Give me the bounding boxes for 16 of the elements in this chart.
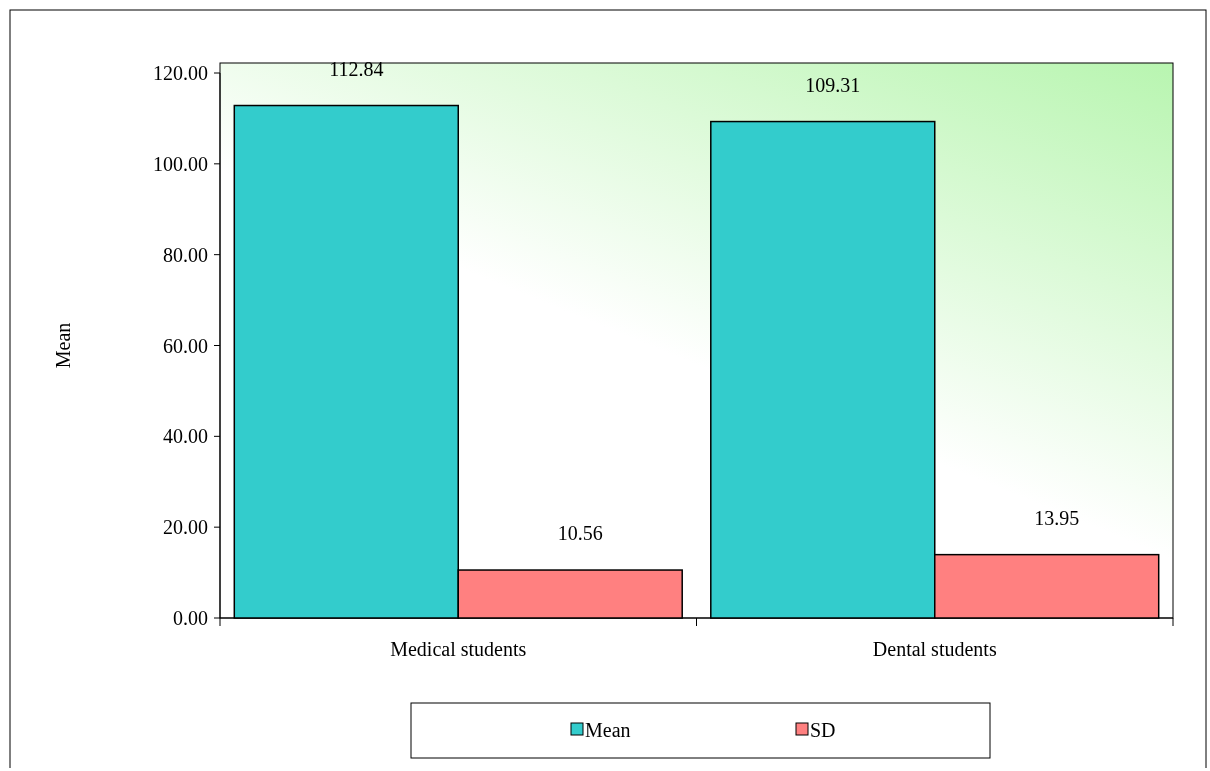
x-tick-label: Medical students (390, 638, 527, 660)
data-label: 10.56 (557, 522, 603, 545)
y-tick-label: 0.00 (173, 607, 208, 629)
y-tick-label: 60.00 (163, 334, 208, 357)
x-tick-label: Dental students (872, 638, 997, 660)
data-label: 112.84 (329, 57, 384, 80)
y-tick-label: 20.00 (163, 516, 208, 539)
data-label: 13.95 (1034, 506, 1080, 529)
y-tick-label: 120.00 (153, 62, 208, 84)
legend-label: Mean (585, 719, 631, 741)
legend-label: SD (810, 719, 836, 741)
data-label: 109.31 (805, 73, 861, 96)
y-tick-label: 80.00 (163, 243, 208, 266)
y-axis-title: Mean (52, 322, 74, 369)
y-tick-label: 100.00 (153, 152, 208, 175)
y-tick-label: 40.00 (163, 425, 208, 448)
